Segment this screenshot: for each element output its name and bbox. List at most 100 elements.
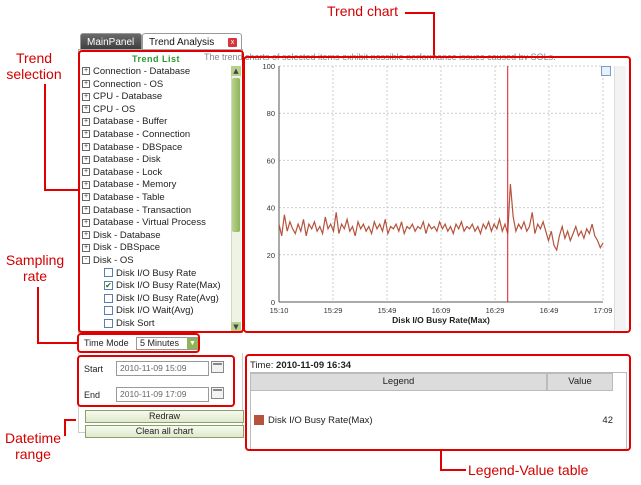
tree-item-label: Database - Memory [93,179,177,191]
redraw-button[interactable]: Redraw [85,410,244,423]
expand-toggle-icon[interactable]: + [82,92,90,101]
tree-item[interactable]: + Database - Buffer [82,116,230,129]
y-tick-label: 100 [262,62,275,71]
legend-column-header: Legend [250,373,547,391]
expand-toggle-icon[interactable]: + [82,105,90,114]
tree-item-label: Database - Disk [93,154,161,166]
tree-item[interactable]: + CPU - OS [82,104,230,117]
start-datetime-input[interactable]: 2010-11-09 15:09 [116,361,209,376]
callout-text: selection [6,66,62,82]
tree-item-label: Connection - OS [93,78,164,90]
time-mode-select[interactable]: 5 Minutes ▼ [136,337,199,350]
clean-all-chart-button[interactable]: Clean all chart [85,425,244,438]
tree-item-label: Disk I/O Busy Rate [116,267,197,279]
callout-line [433,12,435,58]
x-tick-label: 16:09 [432,306,451,315]
close-icon[interactable]: x [228,38,237,47]
x-tick-label: 15:10 [270,306,289,315]
callout-line [64,419,76,421]
legend-series-value: 42 [602,415,613,426]
tree-item-label: Database - Virtual Process [93,217,206,229]
checkbox[interactable]: ✔ [104,281,113,291]
y-tick-label: 0 [271,298,275,307]
x-tick-label: 17:09 [594,306,613,315]
expand-toggle-icon[interactable]: + [82,243,90,252]
tree-item[interactable]: + Database - Lock [82,167,230,180]
callout-sampling-rate: Sampling rate [4,252,66,284]
expand-toggle-icon[interactable]: + [82,80,90,89]
callout-trend-selection: Trend selection [2,50,66,82]
callout-line [44,189,78,191]
tree-item[interactable]: + Database - Transaction [82,205,230,218]
expand-toggle-icon[interactable]: + [82,206,90,215]
y-tick-label: 40 [267,204,275,213]
tab-main-panel[interactable]: MainPanel [80,33,142,50]
tree-child-item[interactable]: Disk I/O Busy Rate [82,268,230,281]
expand-toggle-icon[interactable]: + [82,180,90,189]
chevron-down-icon: ▼ [187,338,198,349]
scroll-up-icon[interactable]: ▲ [231,66,241,76]
tree-item[interactable]: + Database - DBSpace [82,142,230,155]
tree-child-item[interactable]: Disk Sort [82,318,230,331]
expand-toggle-icon[interactable]: + [82,67,90,76]
tree-item-label: Database - DBSpace [93,141,183,153]
tree-item-label: Disk Sort [116,317,155,329]
calendar-icon[interactable] [211,387,224,399]
x-tick-label: 15:29 [324,306,343,315]
expand-toggle-icon[interactable]: + [82,155,90,164]
tree-child-item[interactable]: Disk I/O Busy Rate(Avg) [82,293,230,306]
tree-item[interactable]: + Disk - DBSpace [82,242,230,255]
value-column-header: Value [547,373,613,391]
callout-line [37,287,39,344]
expand-toggle-icon[interactable]: + [82,218,90,227]
tree-item[interactable]: + Database - Disk [82,154,230,167]
trend-chart-svg: 0 20 40 60 80 100 15:10 15:29 15:49 16:09 16:29 16:… [262,62,613,325]
callout-line [37,342,77,344]
expand-toggle-icon[interactable]: + [82,193,90,202]
tree-item-label: Disk I/O Busy Rate(Avg) [116,292,219,304]
print-icon[interactable] [601,66,611,76]
tree-item[interactable]: + Disk - Database [82,230,230,243]
checkbox[interactable] [104,293,113,303]
x-tick-label: 16:49 [540,306,559,315]
expand-toggle-icon[interactable]: + [82,168,90,177]
x-axis-label: Disk I/O Busy Rate(Max) [392,315,490,325]
expand-toggle-icon[interactable]: + [82,130,90,139]
tree-item[interactable]: + CPU - Database [82,91,230,104]
tree-item[interactable]: + Database - Virtual Process [82,217,230,230]
tree-item[interactable]: + Database - Memory [82,179,230,192]
tree-item[interactable]: + Connection - OS [82,79,230,92]
checkbox[interactable] [104,306,113,316]
trend-chart: 0 20 40 60 80 100 15:10 15:29 15:49 16:09 16:29 16:… [247,60,630,332]
tree-item-label: Database - Connection [93,128,191,140]
tree-item[interactable]: + Database - Connection [82,129,230,142]
tree-child-item[interactable]: Disk I/O Wait(Avg) [82,305,230,318]
end-datetime-input[interactable]: 2010-11-09 17:09 [116,387,209,402]
tree-child-item[interactable]: ✔ Disk I/O Busy Rate(Max) [82,280,230,293]
expand-toggle-icon[interactable]: - [82,256,90,265]
scroll-down-icon[interactable]: ▼ [231,322,241,332]
y-tick-label: 20 [267,251,275,260]
tree-item[interactable]: + Connection - Database [82,66,230,79]
tab-trend-analysis[interactable]: Trend Analysis x [142,33,242,50]
start-label: Start [84,364,104,374]
checkbox[interactable] [104,268,113,278]
calendar-icon[interactable] [211,361,224,373]
tree-item-label: Disk I/O Wait(Avg) [116,305,194,317]
expand-toggle-icon[interactable]: + [82,143,90,152]
tree-item-label: Disk I/O Busy Rate(Max) [116,280,221,292]
tree-item[interactable]: - Disk - OS [82,255,230,268]
legend-series-name: Disk I/O Busy Rate(Max) [268,415,373,426]
expand-toggle-icon[interactable]: + [82,117,90,126]
checkbox[interactable] [104,318,113,328]
callout-text: range [15,446,51,462]
callout-text: Datetime [4,430,62,446]
chart-scrollbar[interactable] [614,66,626,330]
scrollbar-thumb[interactable] [232,78,240,232]
tree-item-label: Connection - Database [93,66,191,77]
callout-text: Trend [15,50,53,66]
expand-toggle-icon[interactable]: + [82,231,90,240]
tree-item[interactable]: + Database - Table [82,192,230,205]
legend-time: Time: 2010-11-09 16:34 [250,360,351,371]
y-tick-label: 80 [267,109,275,118]
